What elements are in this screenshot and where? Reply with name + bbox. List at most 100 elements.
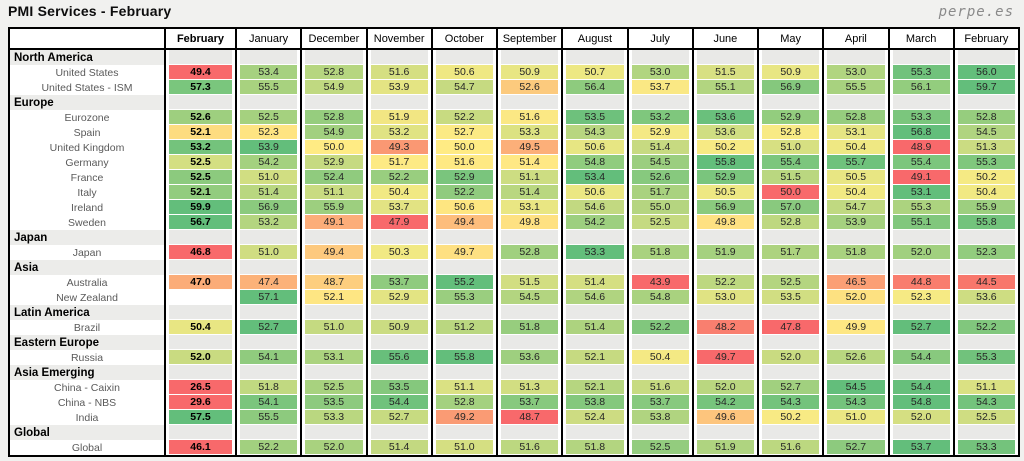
pmi-value-band: 49.4 — [305, 245, 363, 259]
section-cell — [561, 425, 628, 440]
data-row-spain: Spain 52.1 52.3 54.9 53.2 52.7 53.3 54.3 52.9 53.… — [9, 125, 1019, 140]
pmi-value-cell: 51.0 — [300, 320, 367, 335]
pmi-value-cell: 53.8 — [561, 395, 628, 410]
pmi-value-band: 52.3 — [240, 125, 298, 139]
pmi-value-cell: 50.9 — [365, 320, 432, 335]
pmi-value-cell: 54.2 — [691, 395, 758, 410]
pmi-value-band: 54.3 — [762, 395, 820, 409]
pmi-value-cell: 48.9 — [887, 140, 954, 155]
section-cell — [561, 365, 628, 380]
pmi-value-band: 52.5 — [169, 170, 232, 184]
pmi-value-band: 55.5 — [240, 80, 298, 94]
section-cell — [626, 305, 693, 320]
pmi-value-cell: 44.5 — [952, 275, 1019, 290]
pmi-value-cell: 49.2 — [430, 410, 497, 425]
brand-watermark: perpe.es — [938, 4, 1014, 20]
pmi-value-cell: 50.6 — [430, 200, 497, 215]
section-cell — [691, 305, 758, 320]
pmi-value-cell: 54.5 — [952, 125, 1019, 140]
section-band — [957, 365, 1015, 379]
section-band — [631, 425, 689, 439]
data-row-germany: Germany 52.5 54.2 52.9 51.7 51.6 51.4 54.8 54.5 5… — [9, 155, 1019, 170]
pmi-value-band: 52.1 — [169, 125, 232, 139]
pmi-value-band: 52.6 — [827, 350, 885, 364]
section-band — [566, 365, 624, 379]
pmi-value-cell: 51.7 — [756, 245, 824, 260]
pmi-value-cell: 52.2 — [234, 440, 302, 456]
pmi-value-cell: 50.5 — [691, 185, 758, 200]
section-cell — [495, 365, 563, 380]
pmi-value-band: 53.7 — [631, 80, 689, 94]
pmi-value-band: 47.9 — [370, 215, 428, 229]
pmi-value-band: 52.7 — [762, 380, 820, 394]
section-band — [169, 305, 232, 319]
section-cell — [430, 49, 497, 65]
pmi-value-cell: 53.9 — [365, 80, 432, 95]
pmi-value-band: 46.1 — [169, 440, 232, 454]
pmi-value-cell: 49.8 — [495, 215, 563, 230]
pmi-value-cell: 52.4 — [300, 170, 367, 185]
pmi-value-cell: 52.0 — [887, 245, 954, 260]
section-band — [762, 50, 820, 64]
section-band — [696, 230, 754, 244]
pmi-value-cell: 52.8 — [822, 110, 889, 125]
pmi-value-band: 52.1 — [169, 185, 232, 199]
pmi-value-cell: 51.0 — [756, 140, 824, 155]
section-row-asia-emerging: Asia Emerging — [9, 365, 1019, 380]
section-label: Japan — [9, 230, 165, 245]
pmi-value-band: 56.8 — [892, 125, 950, 139]
section-cell — [691, 260, 758, 275]
pmi-value-band: 49.6 — [696, 410, 754, 424]
pmi-value-band: 53.9 — [240, 140, 298, 154]
pmi-value-band: 52.6 — [501, 80, 559, 94]
section-row-japan: Japan — [9, 230, 1019, 245]
section-band — [827, 230, 885, 244]
pmi-value-band: 55.5 — [240, 410, 298, 424]
data-row-china-nbs: China - NBS 29.6 54.1 53.5 54.4 52.8 53.7 53.8 5… — [9, 395, 1019, 410]
pmi-value-band: 53.5 — [370, 380, 428, 394]
pmi-value-cell: 54.8 — [561, 155, 628, 170]
row-label: United Kingdom — [9, 140, 165, 155]
pmi-value-band: 53.0 — [631, 65, 689, 79]
section-cell — [756, 425, 824, 440]
pmi-value-cell: 53.6 — [952, 290, 1019, 305]
section-cell — [561, 335, 628, 350]
pmi-value-cell: 55.1 — [887, 215, 954, 230]
section-band — [370, 335, 428, 349]
column-header-october-4: October — [430, 28, 497, 50]
pmi-value-cell: 51.1 — [430, 380, 497, 395]
pmi-value-band: 55.9 — [305, 200, 363, 214]
section-cell — [952, 365, 1019, 380]
pmi-value-band: 54.4 — [370, 395, 428, 409]
pmi-value-cell: 51.9 — [365, 110, 432, 125]
pmi-value-band: 53.5 — [566, 110, 624, 124]
pmi-value-band: 57.3 — [169, 80, 232, 94]
pmi-value-band: 52.8 — [762, 125, 820, 139]
pmi-value-cell: 51.3 — [495, 380, 563, 395]
pmi-value-band: 54.9 — [305, 80, 363, 94]
row-label: Eurozone — [9, 110, 165, 125]
pmi-value-cell: 51.7 — [626, 185, 693, 200]
section-band — [435, 95, 493, 109]
header-label-cell — [9, 28, 165, 50]
pmi-value-band: 51.6 — [631, 380, 689, 394]
pmi-value-band: 56.4 — [566, 80, 624, 94]
section-band — [566, 425, 624, 439]
pmi-value-band: 52.7 — [827, 440, 885, 454]
pmi-value-band: 52.2 — [435, 110, 493, 124]
section-band — [631, 230, 689, 244]
header-row: February January December November October Se… — [9, 28, 1019, 50]
pmi-value-cell: 57.0 — [756, 200, 824, 215]
pmi-value-cell: 50.9 — [756, 65, 824, 80]
pmi-value-cell: 46.8 — [164, 245, 236, 260]
section-cell — [430, 335, 497, 350]
pmi-value-cell: 54.4 — [887, 380, 954, 395]
section-band — [370, 365, 428, 379]
section-label: Latin America — [9, 305, 165, 320]
pmi-value-band: 53.6 — [501, 350, 559, 364]
section-cell — [626, 425, 693, 440]
pmi-value-band: 50.9 — [370, 320, 428, 334]
pmi-value-cell: 51.4 — [495, 185, 563, 200]
section-cell — [164, 305, 236, 320]
pmi-value-cell: 55.8 — [952, 215, 1019, 230]
